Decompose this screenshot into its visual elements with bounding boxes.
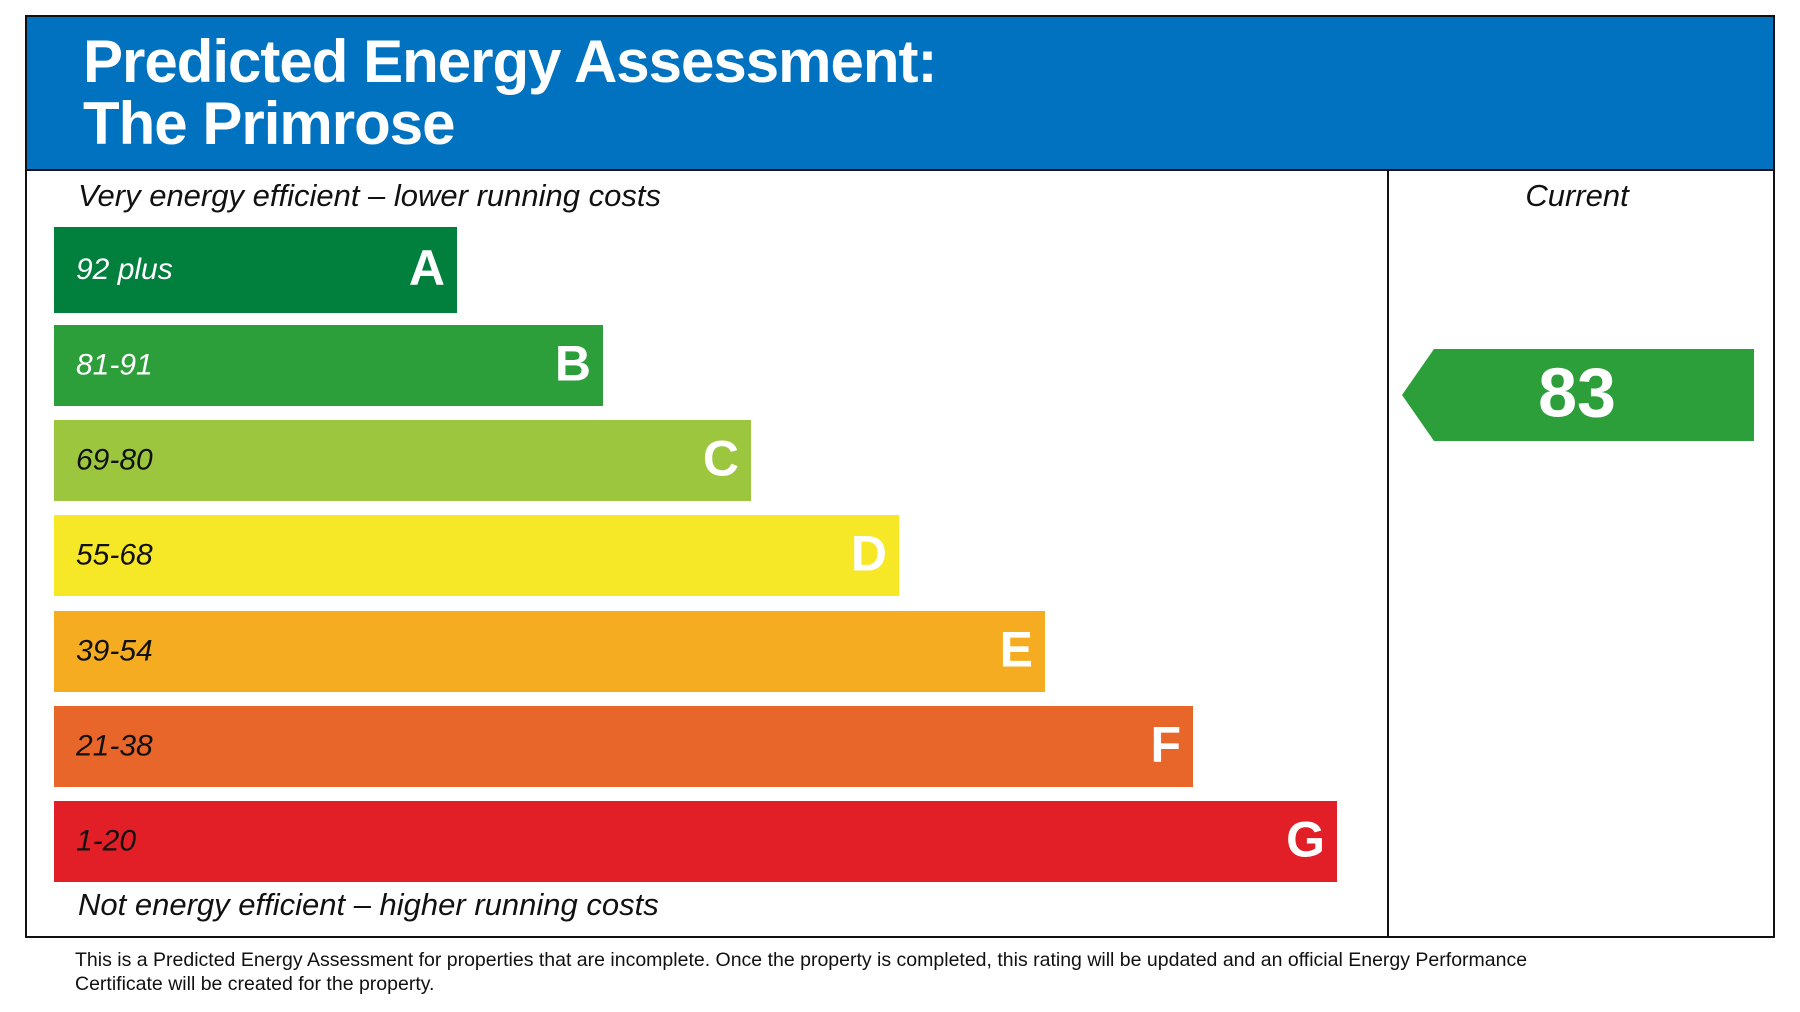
bottom-label: Not energy efficient – higher running co… — [78, 887, 659, 922]
current-arrow — [1402, 349, 1754, 441]
band-letter: E — [1000, 622, 1033, 678]
band-range: 55-68 — [76, 538, 153, 571]
current-heading: Current — [1525, 178, 1630, 213]
band-bar — [54, 515, 899, 596]
band-range: 21-38 — [75, 729, 153, 762]
band-range: 81-91 — [76, 348, 153, 381]
band-letter: F — [1150, 717, 1181, 773]
top-label: Very energy efficient – lower running co… — [78, 178, 661, 213]
band-bar — [54, 325, 603, 406]
band-range: 1-20 — [76, 824, 136, 857]
band-letter: C — [703, 431, 739, 487]
band-range: 92 plus — [76, 253, 173, 286]
band-bar — [54, 227, 457, 313]
band-letter: B — [555, 336, 591, 392]
header-bar — [25, 15, 1775, 171]
band-bar — [54, 706, 1193, 787]
footnote: Certificate will be created for the prop… — [75, 973, 434, 995]
footnote: This is a Predicted Energy Assessment fo… — [75, 949, 1527, 971]
band-range: 69-80 — [76, 443, 153, 476]
band-bar — [54, 611, 1045, 692]
band-letter: G — [1286, 812, 1325, 868]
title: The Primrose — [83, 90, 454, 157]
band-bar — [54, 801, 1337, 882]
band-letter: D — [851, 526, 887, 582]
band-range: 39-54 — [76, 634, 153, 667]
band-letter: A — [409, 240, 445, 296]
band-bar — [54, 420, 751, 501]
current-rating: 83 — [1538, 353, 1616, 431]
title: Predicted Energy Assessment: — [83, 28, 936, 95]
